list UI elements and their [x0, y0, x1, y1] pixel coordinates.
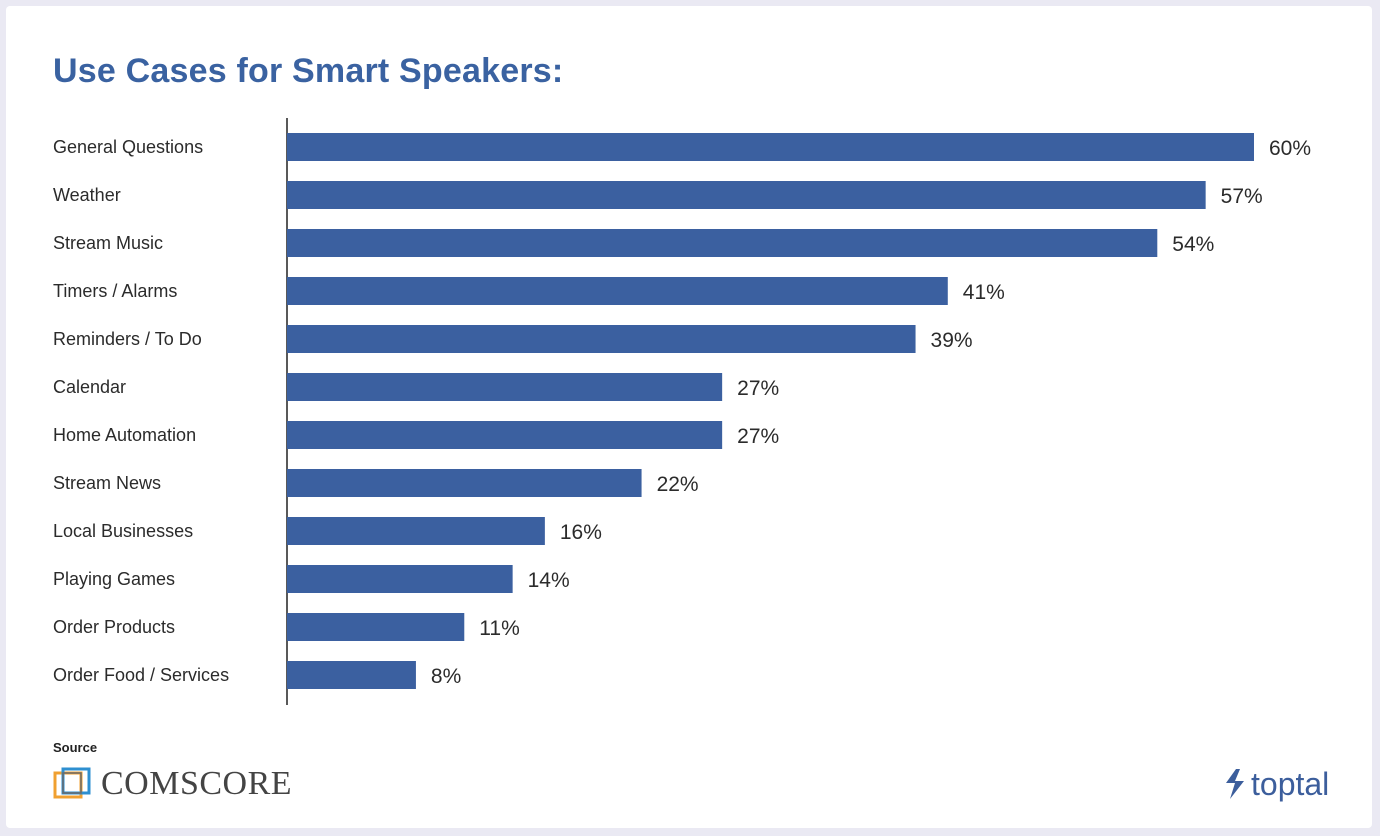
category-label: Reminders / To Do [53, 329, 202, 349]
category-label: Stream News [53, 473, 161, 493]
value-label: 14% [528, 569, 570, 592]
category-label: Order Products [53, 617, 175, 637]
value-label: 22% [657, 473, 699, 496]
value-label: 16% [560, 521, 602, 544]
value-label: 41% [963, 281, 1005, 304]
bar [287, 229, 1158, 257]
bar [287, 373, 723, 401]
bar [287, 133, 1254, 161]
category-label: Calendar [53, 377, 126, 397]
toptal-logo: toptal [1222, 764, 1329, 804]
category-label: Local Businesses [53, 521, 193, 541]
comscore-logo-text: COMSCORE [101, 765, 293, 802]
value-label: 39% [931, 329, 973, 352]
value-label: 11% [479, 617, 519, 640]
source-label: Source [53, 740, 98, 755]
value-label: 57% [1221, 185, 1263, 208]
category-label: Playing Games [53, 569, 175, 589]
comscore-logo-icon [53, 767, 91, 799]
bar [287, 181, 1206, 209]
category-label: Home Automation [53, 425, 196, 445]
value-label: 27% [737, 425, 779, 448]
value-label: 54% [1172, 233, 1214, 256]
value-label: 27% [737, 377, 779, 400]
value-label: 8% [431, 665, 461, 688]
toptal-logo-text: toptal [1251, 765, 1330, 802]
bar [287, 517, 545, 545]
bar [287, 613, 465, 641]
bar [287, 325, 916, 353]
category-label: General Questions [53, 137, 203, 157]
bar [287, 469, 642, 497]
comscore-logo: COMSCORE [53, 764, 292, 804]
bar [287, 277, 948, 305]
category-label: Timers / Alarms [53, 281, 177, 301]
category-label: Weather [53, 185, 121, 205]
category-label: Stream Music [53, 233, 163, 253]
bar [287, 661, 416, 689]
value-label: 60% [1269, 137, 1311, 160]
toptal-logo-icon [1226, 769, 1244, 799]
category-label: Order Food / Services [53, 665, 229, 685]
bar [287, 421, 723, 449]
bar [287, 565, 513, 593]
chart-title: Use Cases for Smart Speakers: [53, 52, 564, 90]
